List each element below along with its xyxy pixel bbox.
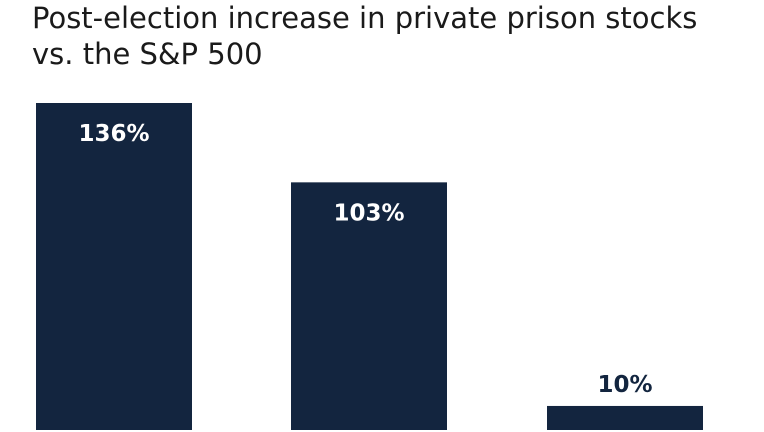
bar-1-value-label: 136% [78,121,149,147]
bar-3-value-label: 10% [597,372,652,398]
bar-2 [291,182,447,430]
bar-2-value-label: 103% [333,200,404,226]
chart-title: Post-election increase in private prison… [32,0,752,72]
bar-1 [36,103,192,430]
chart-title-line-2: vs. the S&P 500 [32,37,263,71]
bar-3 [547,405,703,430]
chart-title-line-1: Post-election increase in private prison… [32,1,698,35]
